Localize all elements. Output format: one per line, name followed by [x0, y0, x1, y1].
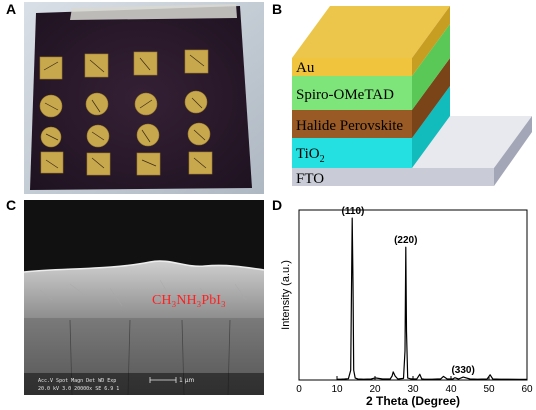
contact-circle — [184, 90, 208, 114]
peak-label: (220) — [394, 235, 417, 246]
perovskite-right-face — [412, 58, 450, 138]
y-axis-label: Intensity (a.u.) — [280, 260, 292, 330]
spiro-front-face — [292, 76, 412, 110]
x-tick-label: 50 — [483, 384, 495, 395]
fto-glass-substrate — [30, 6, 252, 190]
fto-right-face — [494, 116, 532, 186]
sem-film-surface — [24, 261, 264, 318]
film-label: CH₃NH₃PbI₃ — [152, 293, 226, 308]
contact-square — [86, 152, 111, 176]
sem-info-line-2: 20.0 kV 3.0 20000x SE 6.9 1 — [38, 386, 119, 392]
contact-square — [133, 51, 158, 76]
panel-c-letter: C — [6, 197, 17, 213]
photo-background — [24, 2, 264, 194]
scale-bar-label: 1 μm — [179, 377, 195, 384]
x-tick-label: 60 — [521, 384, 533, 395]
contact-square — [39, 56, 63, 80]
au-right-face — [412, 6, 450, 76]
contact-circle — [39, 94, 63, 118]
tio2-label: TiO2 — [296, 146, 325, 165]
peak-label: (110) — [342, 206, 365, 217]
panel-a-letter: A — [6, 1, 17, 17]
contact-square — [184, 49, 209, 74]
contact-circle — [187, 122, 211, 146]
x-tick-label: 30 — [407, 384, 419, 395]
perovskite-front-face — [292, 110, 412, 138]
sem-substrate-cracks — [69, 319, 231, 396]
sem-vacuum — [24, 200, 264, 395]
tio2-label-subscript: 2 — [320, 154, 325, 165]
panel-d-letter: D — [272, 197, 283, 213]
sem-info-bar — [24, 373, 264, 395]
tio2-top-face — [292, 86, 450, 138]
spiro-label: Spiro-OMeTAD — [296, 87, 394, 103]
sem-film-edge — [23, 260, 265, 273]
xrd-pattern-line — [337, 217, 527, 380]
tio2-label-base: TiO — [296, 146, 320, 162]
au-top-face — [292, 6, 450, 58]
perovskite-label: Halide Perovskite — [296, 118, 403, 134]
au-front-face — [292, 58, 412, 76]
contact-circle — [40, 126, 62, 148]
fto-front-face — [292, 168, 494, 186]
gold-contacts — [39, 49, 213, 176]
top-contact-strip — [70, 4, 237, 20]
contact-square — [136, 152, 161, 176]
fto-top-face — [292, 116, 532, 168]
au-label: Au — [296, 60, 315, 76]
sem-substrate — [24, 318, 264, 395]
x-tick-label: 0 — [296, 384, 302, 395]
x-tick-label: 20 — [369, 384, 381, 395]
sem-info-line-1: Acc.V Spot Magn Det WD Exp — [38, 378, 116, 384]
contact-circle — [134, 92, 158, 116]
probe-scratches — [43, 54, 207, 169]
contact-circle — [85, 92, 109, 116]
contact-circle — [136, 123, 160, 147]
sem-grain-texture — [39, 279, 247, 307]
contact-square — [84, 53, 109, 78]
contact-square — [40, 151, 64, 174]
peak-label: (330) — [451, 365, 474, 376]
x-tick-label: 40 — [445, 384, 457, 395]
x-axis-label: 2 Theta (Degree) — [366, 394, 460, 408]
contact-circle — [86, 124, 110, 148]
tio2-front-face — [292, 138, 412, 168]
tio2-right-face — [412, 86, 450, 168]
spiro-right-face — [412, 24, 450, 110]
contact-square — [188, 151, 213, 175]
plot-frame — [298, 209, 528, 381]
fto-label: FTO — [296, 171, 324, 187]
panel-b-letter: B — [272, 1, 283, 17]
x-tick-label: 10 — [331, 384, 343, 395]
